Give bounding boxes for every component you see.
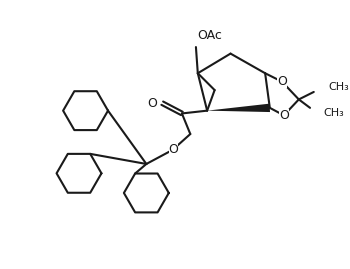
Polygon shape — [207, 104, 270, 112]
Text: O: O — [277, 75, 287, 88]
Text: O: O — [279, 109, 289, 122]
Text: CH₃: CH₃ — [323, 108, 344, 118]
Text: OAc: OAc — [197, 29, 222, 42]
Text: O: O — [148, 97, 158, 110]
Text: O: O — [169, 143, 178, 157]
Text: CH₃: CH₃ — [329, 82, 350, 92]
